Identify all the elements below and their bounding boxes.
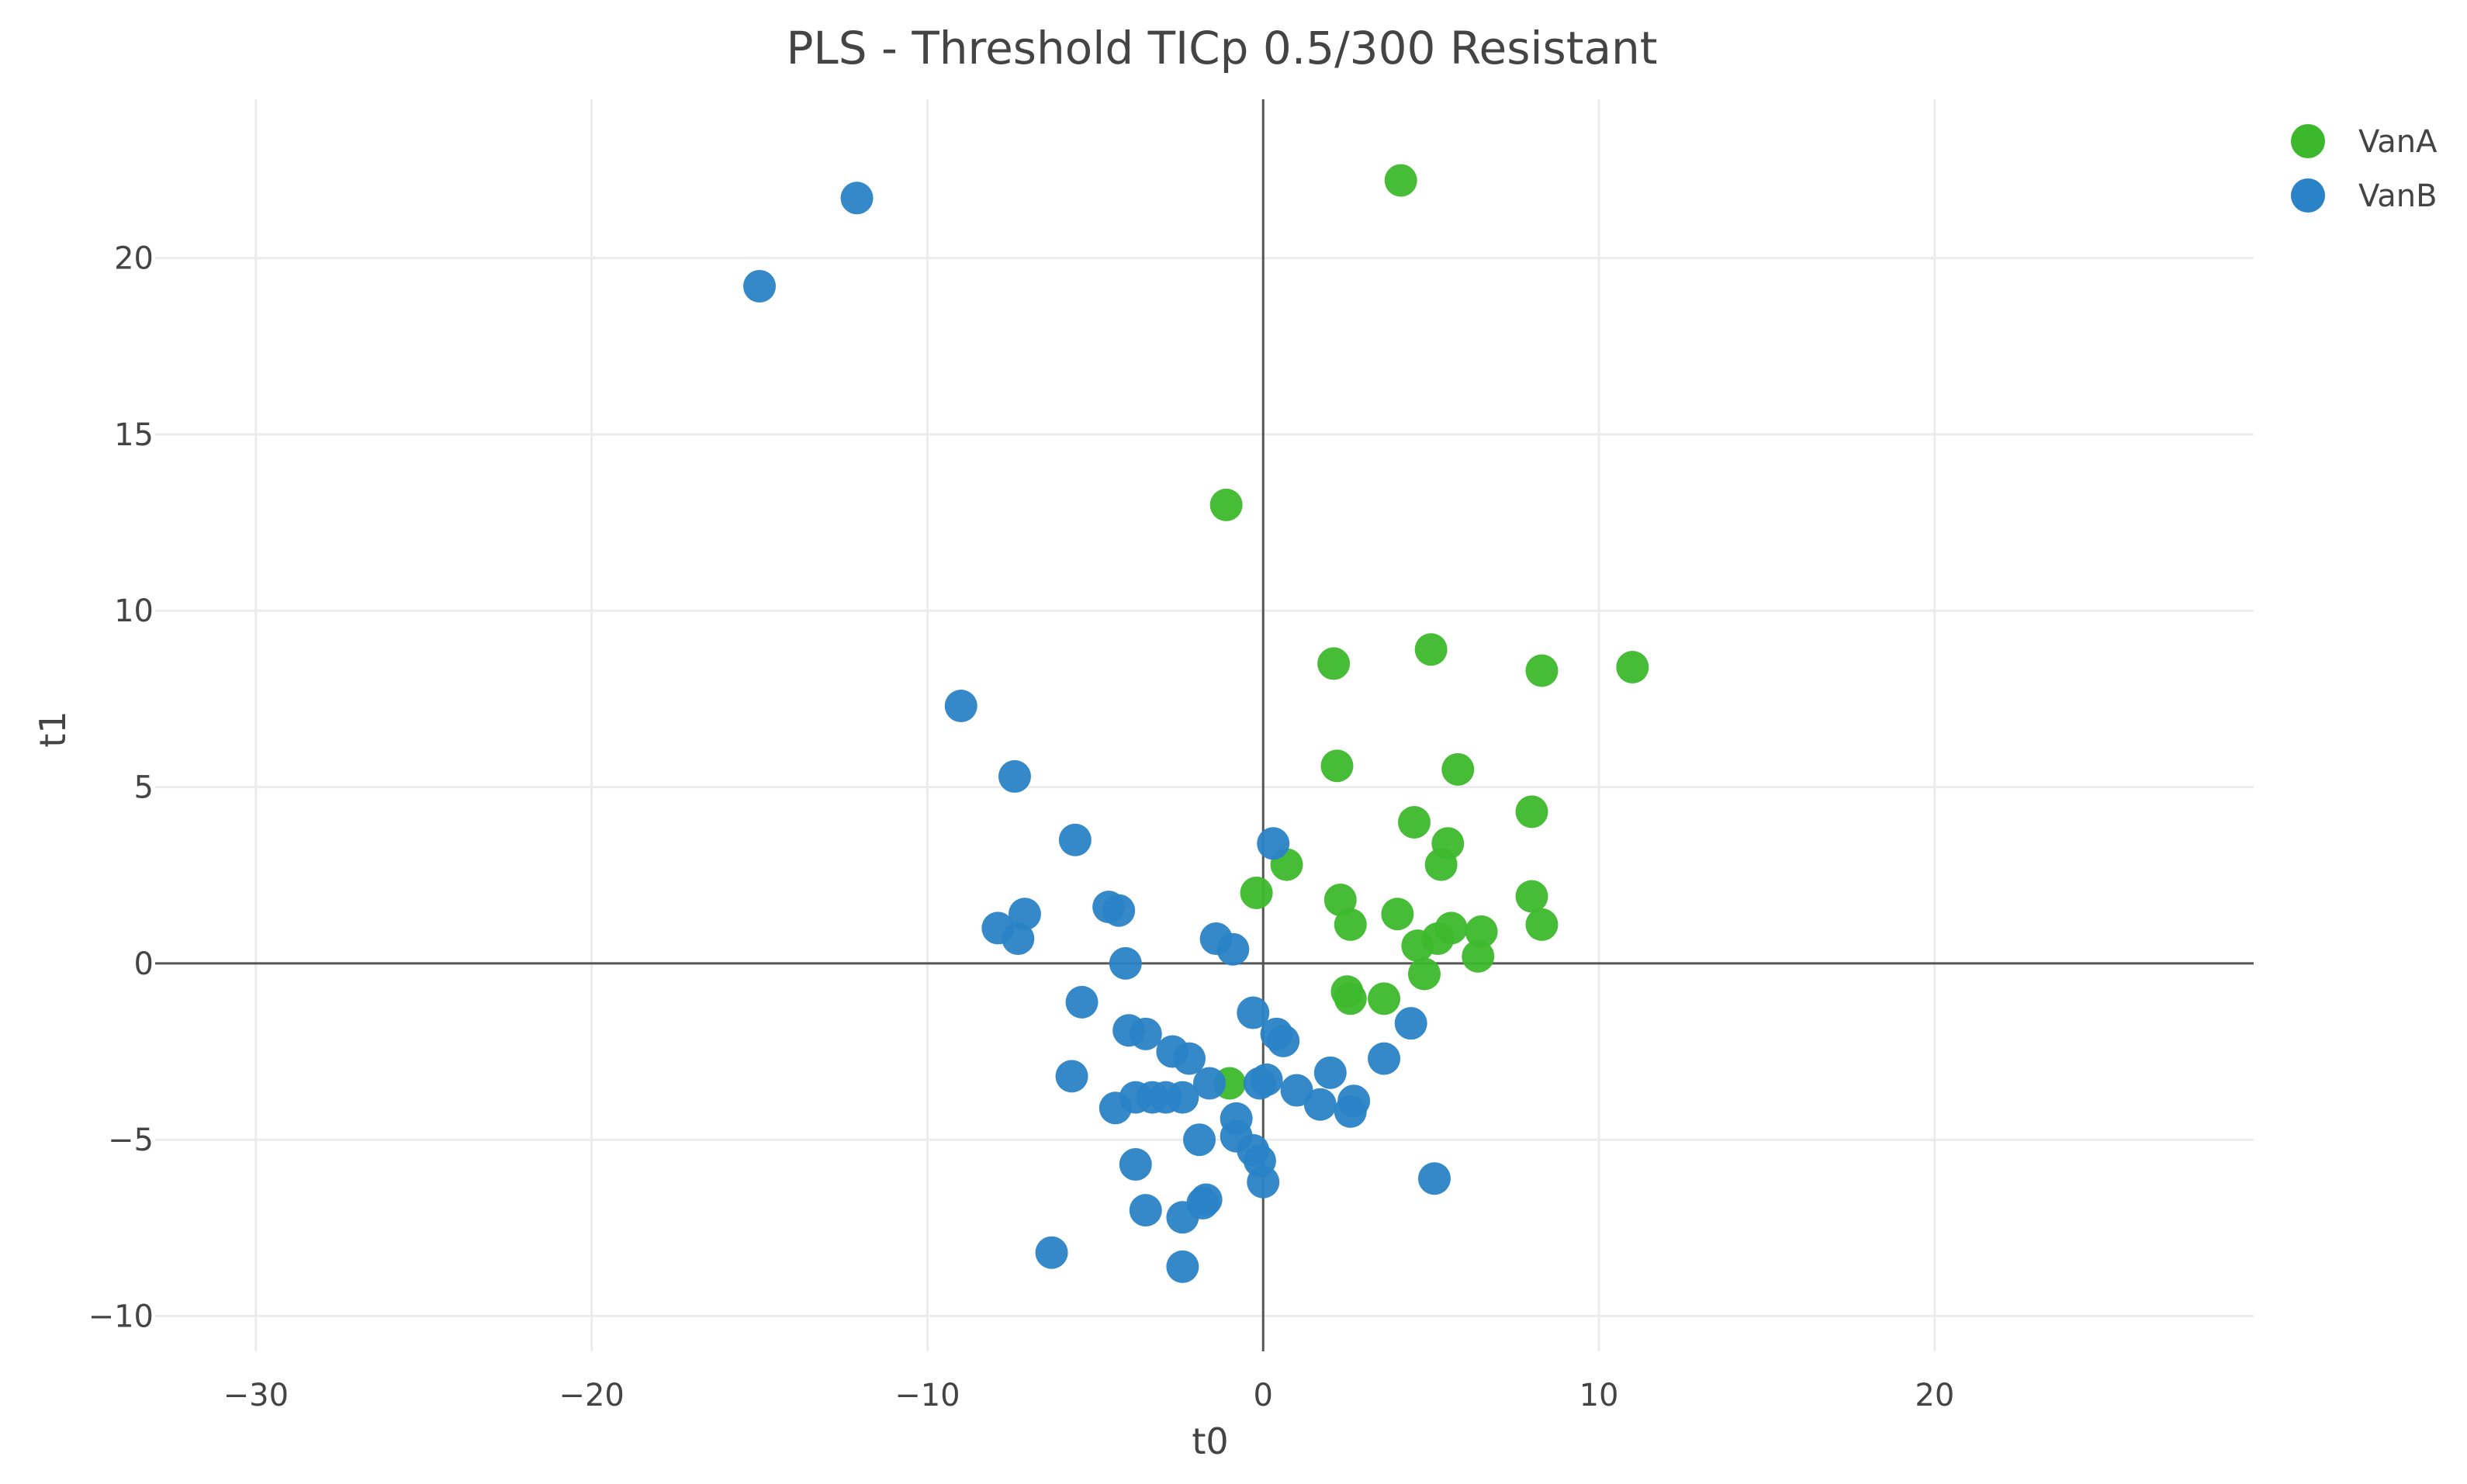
data-point [1247,1165,1280,1199]
data-point [1192,1067,1226,1100]
legend-item-vanb[interactable]: VanB [2291,178,2438,214]
x-tick-label: −20 [559,1378,624,1413]
x-tick-label: −10 [894,1378,960,1413]
data-point [1441,752,1475,786]
data-point [1008,898,1041,931]
data-point [1515,795,1548,828]
data-point [1462,939,1495,973]
data-point [1317,647,1351,680]
data-point [1515,880,1548,913]
data-point [1334,908,1367,941]
data-point [743,269,777,303]
data-point [1166,1201,1199,1234]
x-tick-label: −30 [223,1378,289,1413]
grid-lines [155,99,2254,1351]
data-point [1334,982,1367,1015]
y-axis-ticks: −10 −5 0 5 10 15 20 [88,241,154,1335]
legend-label: VanA [2358,124,2438,160]
y-tick-label: 10 [114,593,154,629]
data-point [1368,982,1401,1015]
data-point [1055,1060,1088,1093]
data-point [1414,633,1448,666]
legend-marker [2291,124,2325,158]
data-point [1525,654,1559,687]
x-axis-label: t0 [1192,1420,1228,1462]
y-axis-label: t1 [32,711,74,747]
data-point [1183,1123,1216,1157]
chart-title: PLS - Threshold TICp 0.5/300 Resistant [786,22,1657,74]
x-tick-label: 10 [1580,1378,1619,1413]
data-point [998,759,1031,793]
data-point [1424,848,1458,881]
y-tick-label: −10 [88,1299,154,1335]
y-tick-label: 5 [134,770,154,806]
y-tick-label: −5 [108,1123,154,1158]
series-vanb [743,182,1451,1283]
data-point [1417,1162,1451,1195]
data-point [1525,908,1559,941]
data-point [1401,929,1434,963]
y-tick-label: 0 [134,946,154,982]
data-point [1002,922,1035,956]
data-point [1250,1063,1283,1096]
legend-marker [2291,178,2325,213]
x-tick-label: 20 [1915,1378,1954,1413]
x-axis-ticks: −30 −20 −10 0 10 20 [223,1378,1955,1413]
data-point [1323,884,1357,917]
data-point [1129,1017,1162,1050]
legend: VanA VanB [2291,124,2438,214]
data-point [1398,806,1431,839]
data-point [1320,749,1354,783]
data-point [1257,827,1290,860]
data-point [1313,1056,1347,1089]
data-point [1337,1084,1371,1118]
data-point [1616,650,1649,683]
data-point [1407,957,1441,991]
data-point [1109,946,1142,980]
data-point [1368,1042,1401,1075]
data-point [1102,894,1136,927]
y-tick-label: 20 [114,241,154,277]
data-point [1065,985,1099,1019]
x-tick-label: 0 [1254,1378,1273,1413]
data-point [1173,1042,1206,1075]
data-point [1303,1088,1337,1121]
data-point [1465,915,1498,948]
series-vana [1209,164,1649,1100]
data-point [1237,996,1270,1029]
data-point [1209,488,1243,521]
data-points [743,164,1649,1283]
data-point [1129,1194,1162,1227]
y-tick-label: 15 [114,417,154,453]
data-point [1384,164,1417,197]
data-point [1216,932,1250,966]
data-point [1394,1007,1427,1040]
data-point [1119,1148,1152,1181]
data-point [1035,1236,1068,1269]
data-point [1058,823,1092,856]
data-point [1099,1091,1132,1125]
zero-lines [155,99,2254,1351]
data-point [1267,1024,1300,1057]
legend-item-vana[interactable]: VanA [2291,124,2438,160]
data-point [944,689,977,722]
data-point [1166,1250,1199,1283]
data-point [1280,1074,1313,1107]
data-point [1166,1081,1199,1114]
data-point [840,182,874,215]
legend-label: VanB [2358,178,2438,214]
data-point [1240,876,1273,909]
data-point [1381,898,1414,931]
